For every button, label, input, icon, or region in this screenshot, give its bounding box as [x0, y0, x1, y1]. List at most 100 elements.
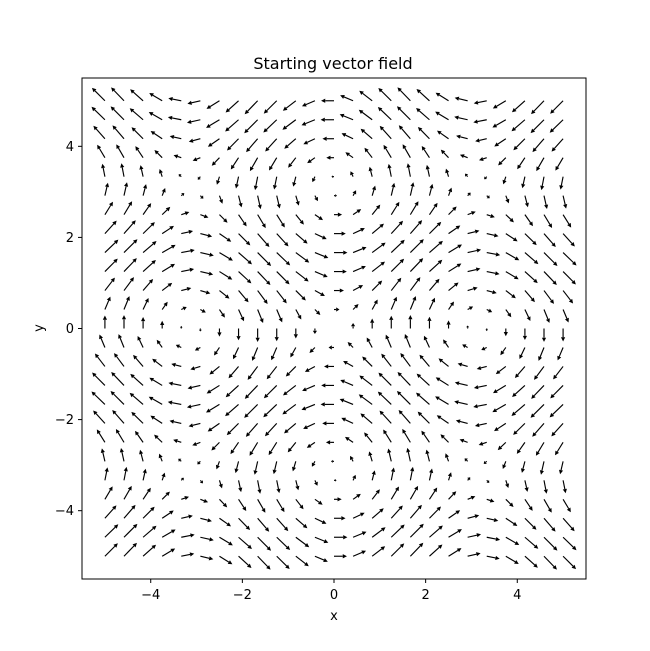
- vector-arrow: [168, 381, 182, 386]
- vector-arrow: [494, 422, 507, 432]
- vector-arrow: [513, 138, 526, 151]
- vector-arrow: [225, 119, 239, 132]
- vector-arrow: [371, 204, 381, 216]
- vector-arrow: [524, 480, 529, 492]
- vector-arrow: [519, 347, 526, 360]
- vector-arrow: [516, 442, 526, 454]
- vector-arrow: [438, 358, 449, 367]
- vector-arrow: [142, 222, 155, 235]
- vector-arrow: [522, 328, 528, 341]
- vector-arrow: [139, 165, 144, 177]
- vector-arrow: [207, 422, 220, 432]
- vector-arrow: [290, 347, 297, 358]
- vector-arrow: [158, 453, 163, 462]
- vector-arrow: [330, 459, 334, 463]
- vector-arrow: [517, 157, 526, 170]
- vector-arrow: [352, 190, 357, 196]
- vector-arrow: [345, 152, 354, 159]
- vector-arrow: [334, 212, 343, 217]
- vector-arrow: [131, 411, 144, 424]
- vector-arrow: [421, 145, 430, 159]
- vector-arrow: [257, 214, 266, 229]
- vector-arrow: [454, 115, 468, 121]
- vector-arrow: [314, 214, 323, 221]
- vector-arrow: [534, 366, 545, 380]
- vector-arrow: [211, 441, 220, 451]
- vector-arrow: [352, 304, 359, 310]
- vector-arrow: [101, 163, 106, 177]
- vector-arrow: [371, 242, 386, 254]
- vector-arrow: [234, 461, 240, 474]
- vector-arrow: [123, 258, 137, 272]
- x-tick-label: 4: [513, 588, 521, 603]
- vector-arrow: [218, 195, 223, 204]
- vector-arrow: [524, 309, 531, 322]
- vector-arrow: [543, 195, 549, 210]
- vector-arrow: [381, 353, 392, 367]
- vector-arrow: [238, 309, 245, 322]
- vector-arrow: [238, 252, 252, 265]
- vector-arrow: [219, 498, 228, 508]
- vector-arrow: [437, 130, 449, 140]
- vector-arrow: [440, 434, 449, 443]
- x-tick-label: −2: [233, 588, 252, 603]
- vector-arrow: [104, 486, 113, 500]
- vector-arrow: [555, 157, 564, 171]
- vector-arrow: [263, 385, 278, 399]
- vector-arrow: [269, 157, 278, 171]
- vector-arrow: [263, 119, 278, 133]
- y-tick-label: −2: [55, 413, 74, 428]
- vector-arrow: [200, 308, 206, 313]
- vector-arrow: [492, 100, 507, 109]
- vector-arrow: [282, 100, 297, 111]
- vector-arrow: [390, 486, 399, 500]
- vector-arrow: [142, 260, 156, 272]
- vector-arrow: [389, 315, 394, 329]
- vector-arrow: [511, 403, 526, 416]
- vector-arrow: [404, 334, 411, 348]
- vector-arrow: [486, 479, 490, 483]
- vector-arrow: [462, 344, 468, 349]
- vector-arrow: [474, 422, 487, 428]
- vector-arrow: [211, 157, 220, 166]
- vector-arrow: [123, 504, 136, 519]
- vector-arrow: [486, 517, 499, 522]
- vector-arrow: [287, 441, 297, 453]
- vector-arrow: [505, 233, 518, 242]
- vector-arrow: [255, 328, 260, 342]
- vector-arrow: [198, 328, 202, 332]
- vector-arrow: [199, 195, 204, 199]
- vector-arrow: [314, 480, 318, 486]
- vector-arrow: [467, 192, 471, 197]
- vector-arrow: [409, 523, 424, 538]
- vector-arrow: [531, 385, 545, 399]
- vector-arrow: [142, 468, 147, 481]
- vector-arrow: [352, 228, 365, 235]
- vector-arrow: [486, 252, 501, 257]
- vector-arrow: [276, 195, 281, 209]
- vector-arrow: [295, 195, 300, 206]
- vector-arrow: [396, 106, 411, 121]
- vector-arrow: [543, 517, 556, 532]
- vector-arrow: [142, 203, 152, 215]
- vector-arrow: [104, 201, 113, 215]
- vector-arrow: [303, 422, 316, 429]
- vector-arrow: [321, 383, 334, 388]
- vector-arrow: [161, 529, 176, 538]
- vector-arrow: [390, 258, 405, 272]
- x-tick-label: 0: [330, 588, 338, 603]
- vector-arrow: [114, 353, 125, 367]
- vector-arrow: [328, 345, 334, 350]
- vector-arrow: [530, 404, 545, 418]
- vector-arrow: [238, 233, 251, 246]
- vector-arrow: [408, 315, 413, 329]
- vector-arrow: [173, 154, 182, 159]
- vector-arrow: [274, 328, 279, 342]
- vector-arrow: [276, 271, 290, 285]
- vector-arrow: [199, 479, 203, 484]
- vector-arrow: [360, 413, 373, 424]
- vector-arrow: [322, 136, 334, 141]
- vector-arrow: [429, 506, 441, 519]
- vector-arrow: [485, 328, 489, 332]
- vector-arrow: [171, 362, 182, 368]
